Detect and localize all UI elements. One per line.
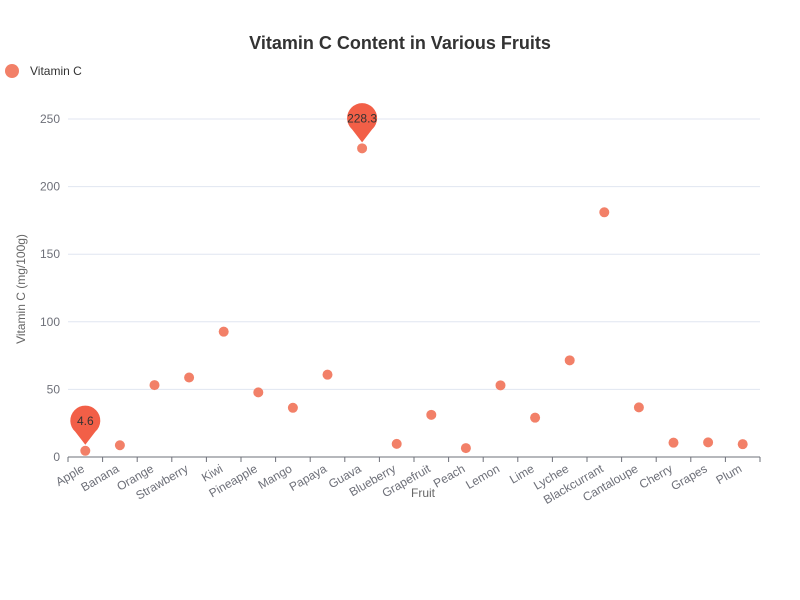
y-tick-label: 250 bbox=[40, 112, 60, 126]
data-point-lychee[interactable] bbox=[564, 355, 575, 366]
data-point-blueberry[interactable] bbox=[391, 438, 402, 449]
data-point-kiwi[interactable] bbox=[218, 326, 229, 337]
data-point-pineapple[interactable] bbox=[253, 387, 264, 398]
marker-pin-icon bbox=[347, 103, 378, 143]
data-points bbox=[80, 143, 748, 456]
data-point-papaya[interactable] bbox=[322, 369, 333, 380]
data-point-plum[interactable] bbox=[737, 439, 748, 450]
y-tick-label: 50 bbox=[47, 382, 61, 396]
data-point-mango[interactable] bbox=[287, 402, 298, 413]
y-axis-ticks: 0 50 100 150 200 250 bbox=[40, 112, 60, 464]
data-point-guava[interactable] bbox=[357, 143, 368, 154]
x-tick-label: Banana bbox=[79, 461, 122, 494]
min-value-marker[interactable]: 4.6 bbox=[70, 405, 101, 445]
x-tick-label: Lemon bbox=[463, 461, 502, 491]
x-tick-label: Peach bbox=[431, 461, 467, 490]
data-point-grapefruit[interactable] bbox=[426, 409, 437, 420]
x-tick-label: Cherry bbox=[637, 461, 675, 491]
legend-marker bbox=[5, 64, 19, 78]
legend-label: Vitamin C bbox=[30, 64, 82, 78]
chart-title: Vitamin C Content in Various Fruits bbox=[249, 33, 551, 53]
marker-pin-icon bbox=[70, 405, 101, 445]
x-tick-label: Papaya bbox=[287, 461, 330, 494]
y-tick-label: 150 bbox=[40, 247, 60, 261]
data-point-cantaloupe[interactable] bbox=[633, 402, 644, 413]
y-tick-label: 200 bbox=[40, 180, 60, 194]
grid-lines bbox=[68, 118, 760, 390]
data-point-strawberry[interactable] bbox=[184, 372, 195, 383]
marker-label: 228.3 bbox=[347, 111, 377, 125]
data-point-blackcurrant[interactable] bbox=[599, 207, 610, 218]
legend[interactable]: Vitamin C bbox=[5, 64, 82, 78]
x-axis-title: Fruit bbox=[411, 486, 436, 500]
data-point-cherry[interactable] bbox=[668, 437, 679, 448]
x-tick-label: Plum bbox=[714, 461, 745, 487]
extreme-markers: 4.6 228.3 bbox=[70, 103, 377, 445]
data-point-orange[interactable] bbox=[149, 380, 160, 391]
data-point-peach[interactable] bbox=[460, 443, 471, 454]
x-tick-label: Grapes bbox=[669, 461, 710, 493]
x-axis bbox=[67, 456, 761, 462]
data-point-lemon[interactable] bbox=[495, 380, 506, 391]
data-point-lime[interactable] bbox=[530, 412, 541, 423]
max-value-marker[interactable]: 228.3 bbox=[347, 103, 378, 143]
marker-label: 4.6 bbox=[77, 414, 94, 428]
data-point-grapes[interactable] bbox=[703, 437, 714, 448]
y-tick-label: 100 bbox=[40, 315, 60, 329]
data-point-apple[interactable] bbox=[80, 445, 91, 456]
y-axis-title: Vitamin C (mg/100g) bbox=[14, 234, 28, 344]
data-point-banana[interactable] bbox=[114, 440, 125, 451]
y-tick-label: 0 bbox=[53, 450, 60, 464]
